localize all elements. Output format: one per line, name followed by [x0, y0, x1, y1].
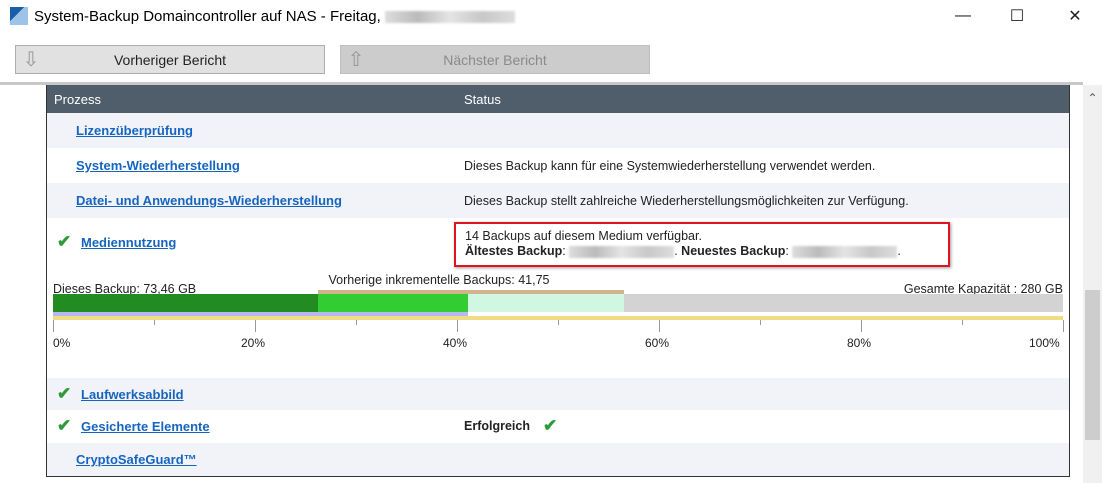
scale-tick — [962, 320, 963, 325]
scale-tick — [154, 320, 155, 325]
table-row: System-Wiederherstellung Dieses Backup ka… — [47, 148, 1069, 183]
link-mediennutzung[interactable]: Mediennutzung — [81, 235, 177, 250]
status-text: Dieses Backup kann für eine Systemwieder… — [464, 159, 876, 173]
separator — [0, 82, 1083, 85]
scale-tick — [356, 320, 357, 325]
title-text: System-Backup Domaincontroller auf NAS -… — [34, 8, 381, 25]
oldest-label: Ältestes Backup — [465, 244, 563, 258]
scale-label: 80% — [847, 336, 872, 350]
backup-count: 14 Backups auf diesem Medium verfügbar. — [465, 229, 702, 243]
table-row: ✔ Mediennutzung 14 Backups auf diesem Me… — [47, 218, 1069, 268]
bar-lavender — [53, 312, 469, 316]
table-row: Lizenzüberprüfung — [47, 113, 1069, 148]
previous-report-button[interactable]: ⇩ Vorheriger Bericht — [15, 45, 325, 74]
scale-tick — [760, 320, 761, 325]
prev-label: Vorheriger Bericht — [113, 51, 227, 68]
link-laufwerksabbild[interactable]: Laufwerksabbild — [81, 387, 184, 402]
next-label: Nächster Bericht — [443, 51, 547, 68]
check-icon: ✔ — [57, 232, 72, 251]
next-report-button: ⇧ Nächster Bericht — [340, 45, 650, 74]
window-title: System-Backup Domaincontroller auf NAS -… — [34, 8, 515, 25]
bar-scale — [53, 316, 1063, 320]
media-info-box: 14 Backups auf diesem Medium verfügbar. … — [454, 222, 950, 267]
scale-label: 100% — [1029, 336, 1060, 350]
close-button[interactable]: ✕ — [1068, 8, 1082, 25]
bar-other — [468, 294, 624, 312]
blurred-date — [384, 11, 515, 24]
link-system[interactable]: System-Wiederherstellung — [76, 158, 240, 173]
link-lizenz[interactable]: Lizenzüberprüfung — [76, 123, 193, 138]
scale-label: 0% — [53, 336, 71, 350]
scale-label: 40% — [443, 336, 468, 350]
arrow-down-icon: ⇩ — [22, 49, 40, 71]
scale-tick — [457, 320, 458, 332]
scale-tick — [53, 320, 54, 332]
total-label: Gesamte Kapazität : 280 GB — [903, 282, 1063, 296]
blurred-oldest — [569, 245, 675, 258]
report-panel: Prozess Status Lizenzüberprüfung System-… — [46, 85, 1070, 477]
scale-tick — [558, 320, 559, 325]
bar-this-backup — [53, 294, 318, 312]
scale-tick — [255, 320, 256, 332]
maximize-button[interactable]: ☐ — [1009, 8, 1025, 25]
link-datei[interactable]: Datei- und Anwendungs-Wiederherstellung — [76, 193, 342, 208]
table-row: ✔ Gesicherte Elemente Erfolgreich ✔ — [47, 410, 1069, 443]
scroll-up-icon[interactable]: ⌃ — [1087, 91, 1098, 105]
status-text: Dieses Backup stellt zahlreiche Wiederhe… — [464, 194, 909, 208]
scale-tick — [659, 320, 660, 332]
table-header: Prozess Status — [47, 85, 1069, 113]
scale-tick — [1063, 320, 1064, 332]
table-row: ✔ Laufwerksabbild — [47, 378, 1069, 410]
blurred-newest — [792, 245, 898, 258]
scale-label: 20% — [241, 336, 266, 350]
bar-bracket — [317, 290, 624, 294]
this-backup-label: Dieses Backup: 73,46 GB — [53, 282, 197, 296]
usage-chart: Dieses Backup: 73,46 GB Vorherige inkrem… — [47, 268, 1069, 378]
scale-tick — [861, 320, 862, 332]
link-cryptosafeguard[interactable]: CryptoSafeGuard™ — [76, 452, 197, 467]
bar-previous — [317, 294, 469, 312]
app-icon — [10, 7, 28, 25]
link-gesicherte-elemente[interactable]: Gesicherte Elemente — [81, 419, 210, 434]
header-prozess: Prozess — [54, 92, 101, 107]
check-icon: ✔ — [543, 416, 558, 435]
status-success: Erfolgreich — [464, 419, 530, 433]
header-status: Status — [464, 92, 501, 107]
scrollbar-thumb[interactable] — [1085, 290, 1100, 440]
scale-label: 60% — [645, 336, 670, 350]
arrow-up-icon: ⇧ — [347, 49, 365, 71]
check-icon: ✔ — [57, 416, 72, 435]
table-row: Datei- und Anwendungs-Wiederherstellung D… — [47, 183, 1069, 218]
check-icon: ✔ — [57, 384, 72, 403]
newest-label: Neuestes Backup — [681, 244, 786, 258]
minimize-button[interactable]: — — [955, 7, 971, 24]
table-row: CryptoSafeGuard™ — [47, 443, 1069, 476]
